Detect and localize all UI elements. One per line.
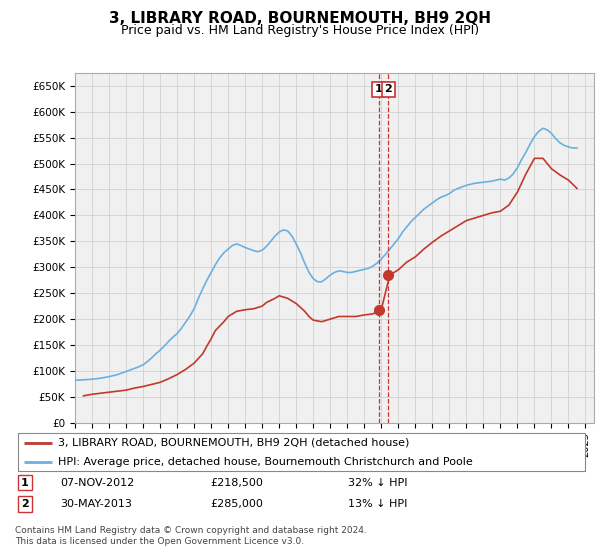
Text: 2: 2: [385, 85, 392, 95]
Text: 1: 1: [21, 478, 29, 488]
Text: HPI: Average price, detached house, Bournemouth Christchurch and Poole: HPI: Average price, detached house, Bour…: [58, 457, 473, 467]
Text: 3, LIBRARY ROAD, BOURNEMOUTH, BH9 2QH (detached house): 3, LIBRARY ROAD, BOURNEMOUTH, BH9 2QH (d…: [58, 437, 409, 447]
FancyBboxPatch shape: [18, 433, 585, 471]
Text: 3, LIBRARY ROAD, BOURNEMOUTH, BH9 2QH: 3, LIBRARY ROAD, BOURNEMOUTH, BH9 2QH: [109, 11, 491, 26]
Text: 32% ↓ HPI: 32% ↓ HPI: [348, 478, 407, 488]
Text: £285,000: £285,000: [210, 499, 263, 509]
Text: 13% ↓ HPI: 13% ↓ HPI: [348, 499, 407, 509]
Text: Contains HM Land Registry data © Crown copyright and database right 2024.
This d: Contains HM Land Registry data © Crown c…: [15, 526, 367, 546]
Text: £218,500: £218,500: [210, 478, 263, 488]
Text: 1: 1: [375, 85, 383, 95]
Text: 2: 2: [21, 499, 29, 509]
Text: 07-NOV-2012: 07-NOV-2012: [60, 478, 134, 488]
Text: Price paid vs. HM Land Registry's House Price Index (HPI): Price paid vs. HM Land Registry's House …: [121, 24, 479, 37]
Text: 30-MAY-2013: 30-MAY-2013: [60, 499, 132, 509]
